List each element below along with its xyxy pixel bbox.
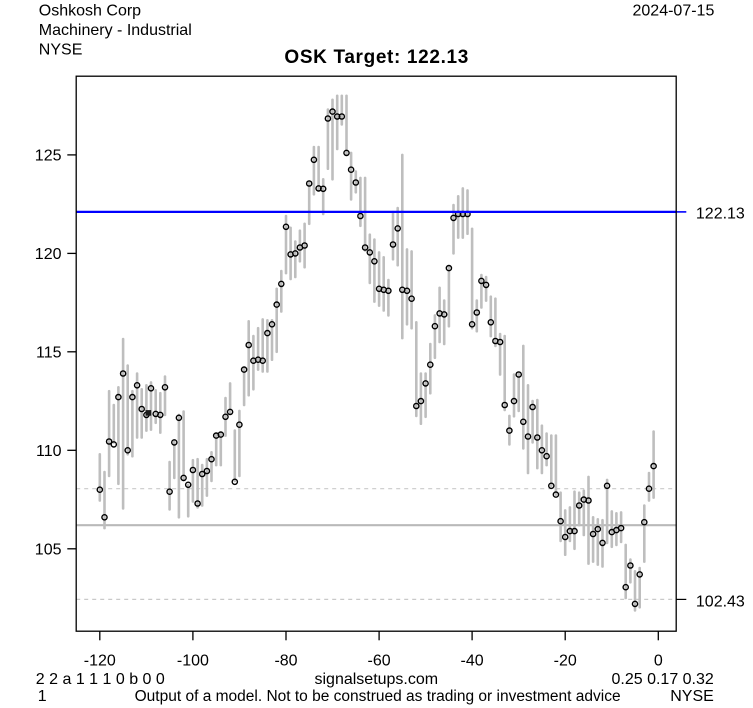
svg-text:-60: -60 <box>368 653 391 670</box>
svg-text:-80: -80 <box>274 653 297 670</box>
svg-text:-120: -120 <box>84 653 116 670</box>
svg-text:Oshkosh Corp: Oshkosh Corp <box>39 2 141 19</box>
svg-text:122.13: 122.13 <box>696 206 745 223</box>
svg-text:signalsetups.com: signalsetups.com <box>314 671 438 688</box>
svg-text:-20: -20 <box>554 653 577 670</box>
svg-text:105: 105 <box>35 541 62 558</box>
svg-text:-100: -100 <box>177 653 209 670</box>
svg-text:102.43: 102.43 <box>696 593 745 610</box>
svg-text:Machinery - Industrial: Machinery - Industrial <box>39 22 192 39</box>
svg-text:OSK Target: 122.13: OSK Target: 122.13 <box>284 47 469 68</box>
svg-text:115: 115 <box>36 344 62 361</box>
svg-text:-40: -40 <box>461 653 484 670</box>
svg-text:1: 1 <box>38 688 47 705</box>
svg-text:Output of a model. Not to be c: Output of a model. Not to be construed a… <box>135 688 621 705</box>
svg-text:0: 0 <box>654 653 663 670</box>
svg-text:0.25 0.17 0.32: 0.25 0.17 0.32 <box>611 671 713 688</box>
svg-text:NYSE: NYSE <box>670 688 714 705</box>
svg-text:125: 125 <box>35 148 62 165</box>
svg-text:120: 120 <box>35 246 62 263</box>
svg-text:110: 110 <box>36 443 62 460</box>
svg-text:2024-07-15: 2024-07-15 <box>633 2 715 19</box>
svg-text:2 2 a 1 1 1 0 b 0 0: 2 2 a 1 1 1 0 b 0 0 <box>36 671 165 688</box>
svg-text:NYSE: NYSE <box>39 41 83 58</box>
